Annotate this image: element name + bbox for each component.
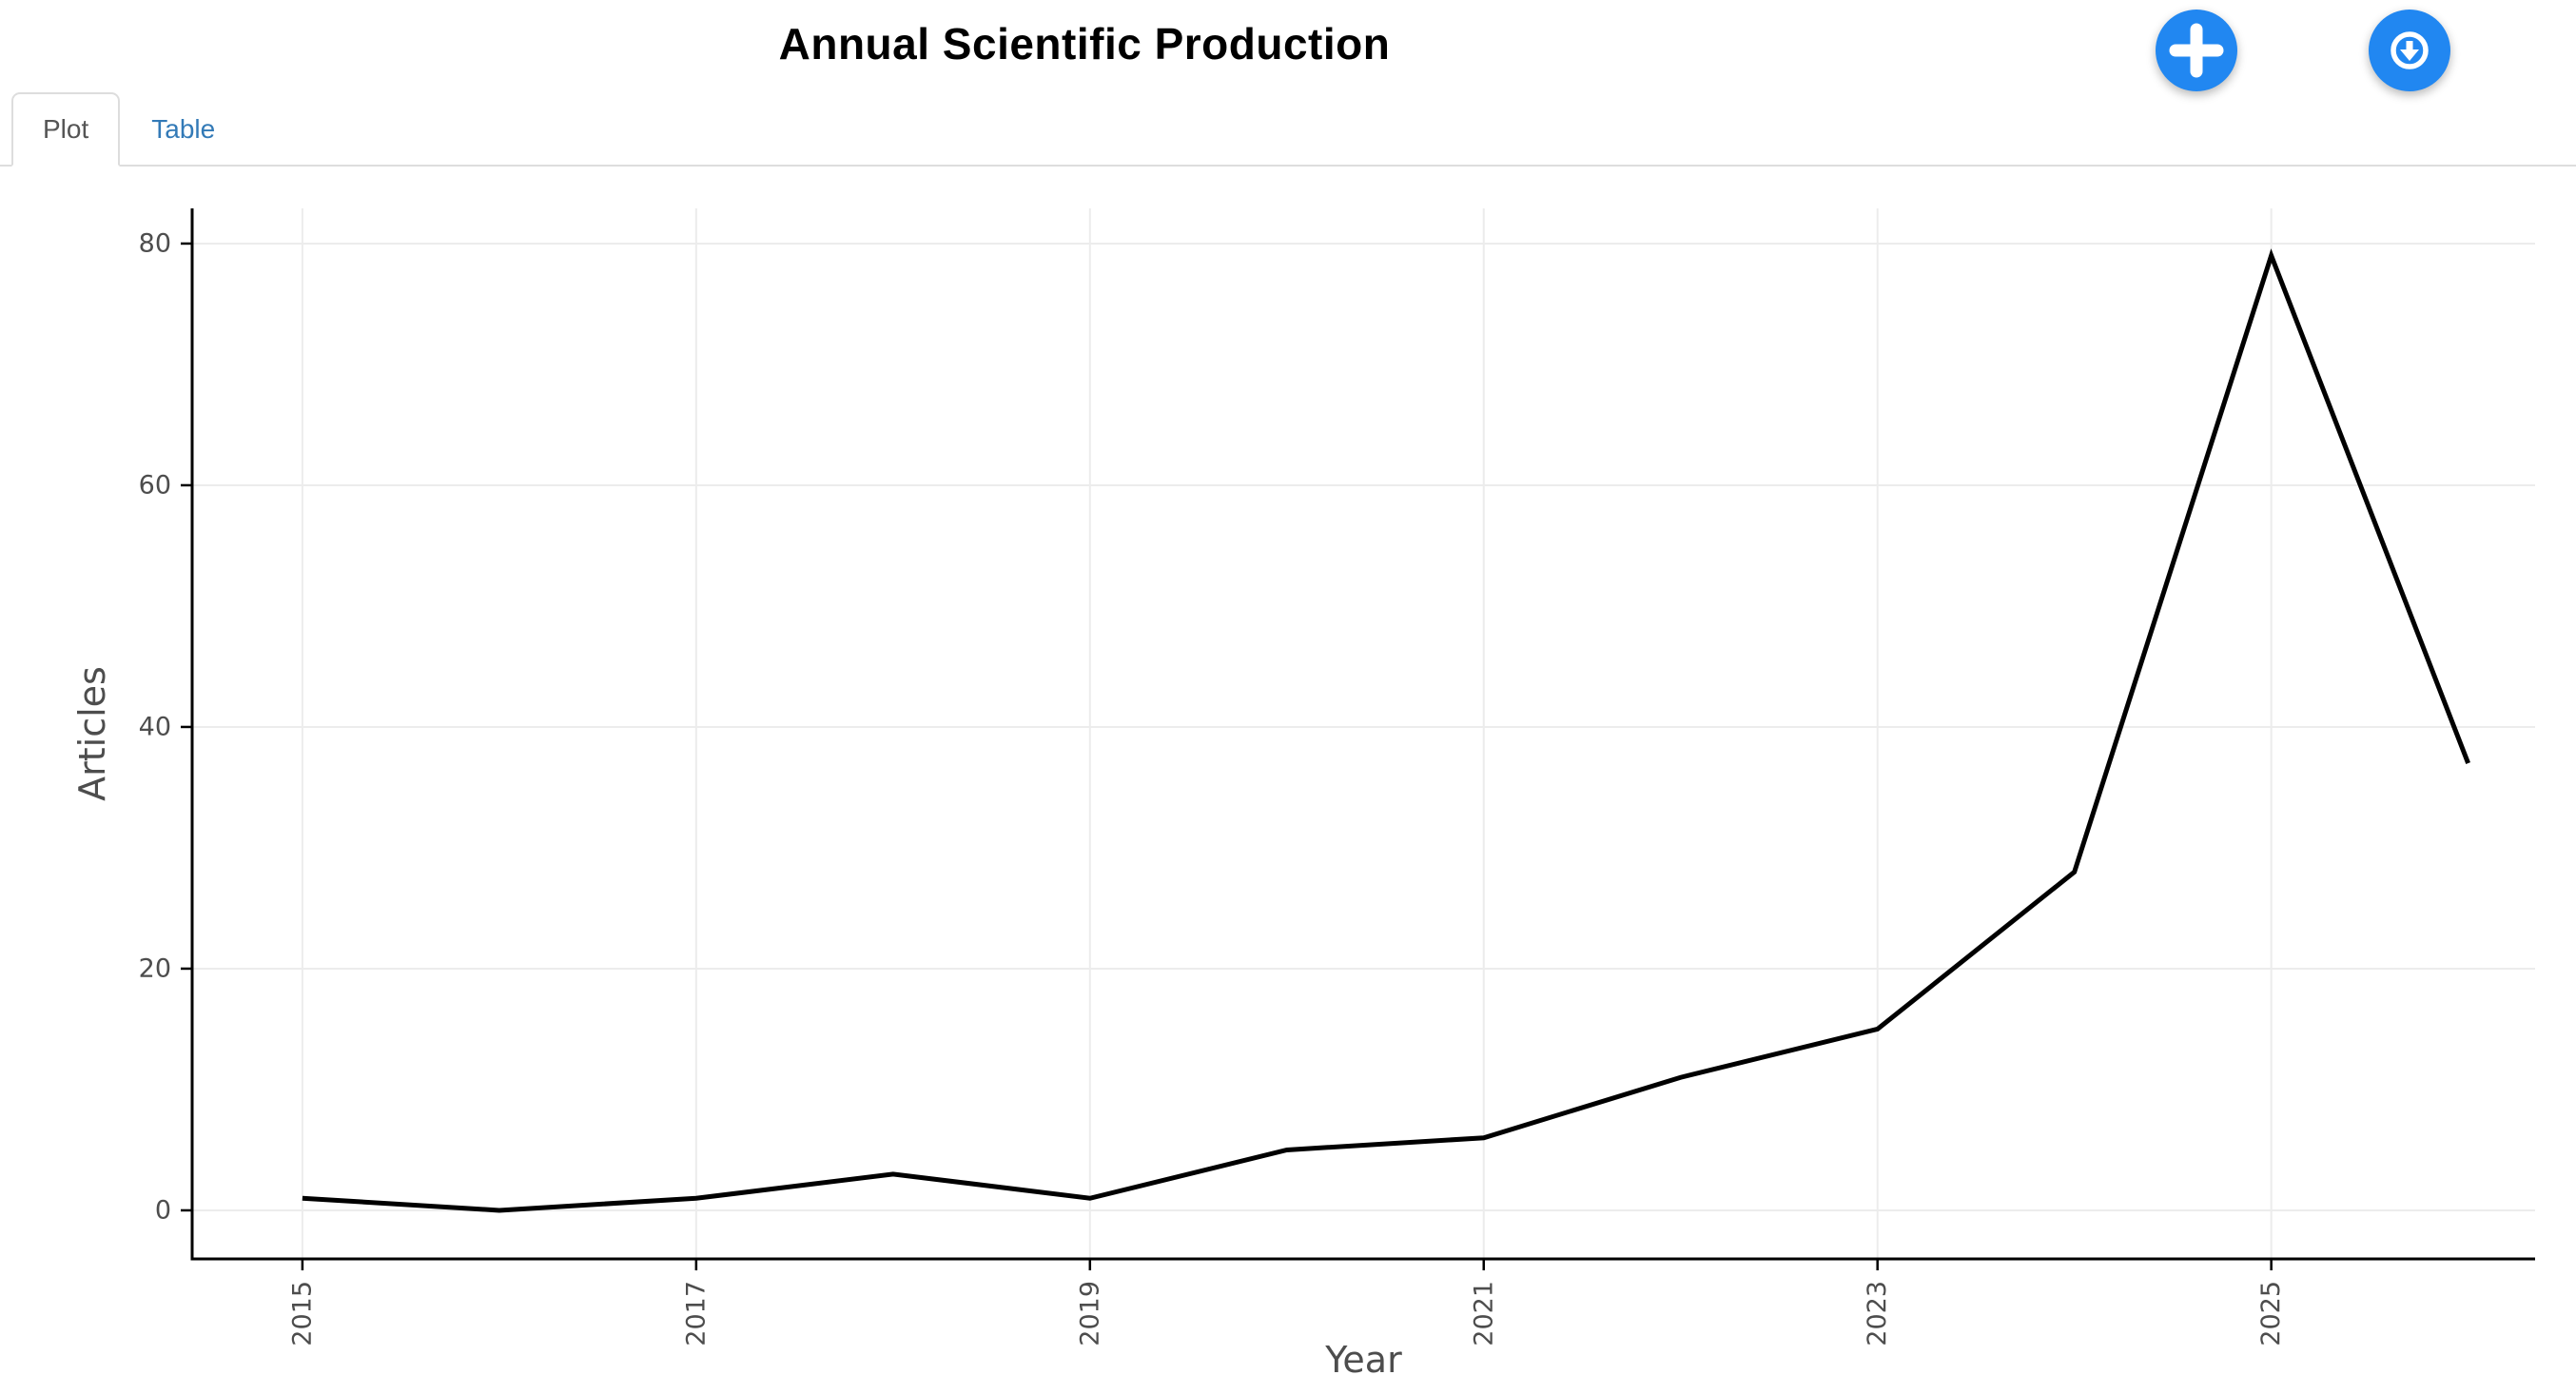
x-tick-label: 2015 <box>287 1281 317 1346</box>
x-tick-label: 2025 <box>2256 1281 2286 1346</box>
tab-bar: Plot Table <box>0 92 2576 167</box>
download-circle-icon <box>2391 31 2429 69</box>
download-button[interactable] <box>2369 10 2450 91</box>
x-tick-label: 2021 <box>1469 1281 1498 1346</box>
tab-plot[interactable]: Plot <box>11 92 121 167</box>
y-tick-label: 80 <box>139 228 171 258</box>
add-button[interactable] <box>2156 10 2237 91</box>
tab-table[interactable]: Table <box>151 114 216 144</box>
x-tick-label: 2017 <box>681 1281 711 1346</box>
x-tick-label: 2019 <box>1075 1281 1104 1346</box>
data-line <box>302 248 2470 1213</box>
y-tick-label: 40 <box>139 712 171 741</box>
y-tick-label: 0 <box>155 1195 171 1225</box>
page-title: Annual Scientific Production <box>778 19 1391 69</box>
y-tick-label: 20 <box>139 953 171 983</box>
x-tick-label: 2023 <box>1863 1281 1892 1346</box>
y-axis-title: Articles <box>71 666 113 801</box>
y-tick-label: 60 <box>139 470 171 500</box>
x-axis-title: Year <box>1324 1339 1402 1381</box>
plus-icon <box>2169 23 2224 78</box>
